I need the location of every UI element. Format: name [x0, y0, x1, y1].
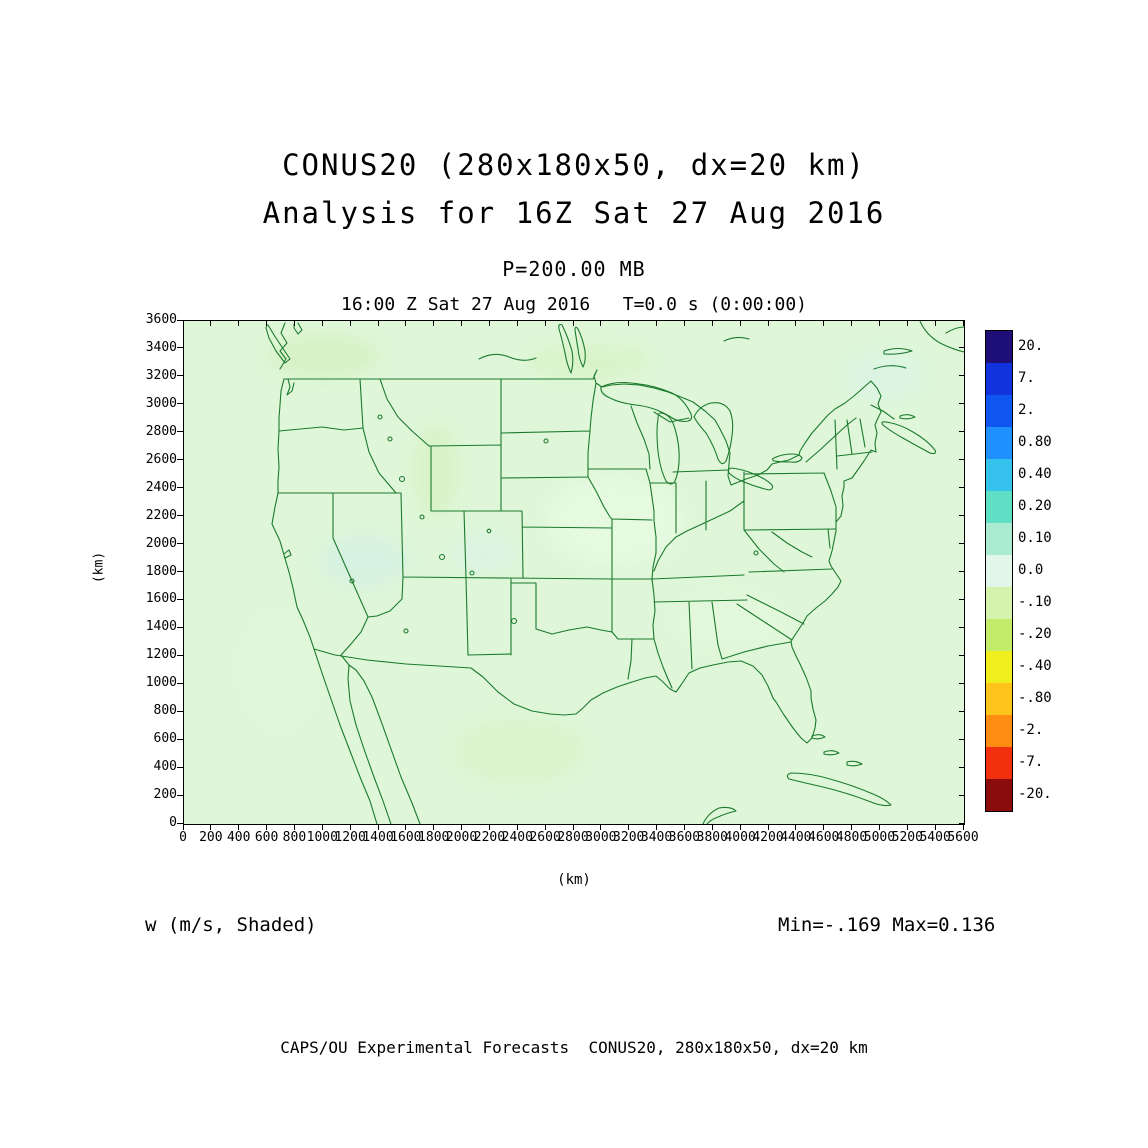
- x-tick-label: 600: [254, 830, 279, 845]
- x-tick-label: 400: [226, 830, 251, 845]
- colorbar-cell: [986, 459, 1012, 491]
- y-tick-label: 2000: [145, 535, 177, 551]
- colorbar-tick-label: -20.: [1018, 786, 1052, 802]
- x-tick-label: 2600: [529, 830, 561, 845]
- figure-title-line1: CONUS20 (280x180x50, dx=20 km): [282, 148, 866, 182]
- canada-mexico-islands-path: [265, 321, 964, 824]
- colorbar-cell: [986, 491, 1012, 523]
- y-tick-label: 0: [169, 815, 177, 830]
- colorbar-tick-label: -.80: [1018, 690, 1052, 706]
- x-tick-label: 1600: [390, 830, 422, 845]
- us-outline-path: [271, 369, 882, 744]
- y-tick-label: 2600: [145, 451, 177, 467]
- field-label: w (m/s, Shaded): [145, 914, 317, 936]
- x-tick-label: 2800: [557, 830, 589, 845]
- colorbar-cell: [986, 555, 1012, 587]
- x-tick-label: 5400: [919, 830, 951, 845]
- colorbar-cell: [986, 619, 1012, 651]
- y-tick-label: 1800: [145, 563, 177, 579]
- x-tick-label: 4800: [835, 830, 868, 845]
- x-tick-label: 5000: [863, 830, 896, 845]
- x-tick-label: 4400: [780, 830, 812, 845]
- colorbar-cell: [986, 395, 1012, 427]
- y-tick-label: 400: [153, 759, 177, 775]
- colorbar-tick-label: -.20: [1018, 626, 1052, 642]
- x-tick-label: 3400: [640, 830, 673, 845]
- colorbar-tick-label: 0.80: [1018, 434, 1052, 450]
- colorbar-cell: [986, 363, 1012, 395]
- conus-map-svg: [239, 321, 964, 824]
- y-tick-label: 1600: [145, 591, 177, 607]
- colorbar-tick-label: 0.20: [1018, 498, 1052, 514]
- x-tick-label: 4000: [724, 830, 756, 845]
- x-tick-label: 5600: [947, 830, 979, 845]
- colorbar-tick-label: 7.: [1018, 370, 1035, 386]
- x-tick-label: 2400: [501, 830, 533, 845]
- colorbar-cell: [986, 779, 1012, 811]
- y-tick-label: 3400: [145, 339, 177, 355]
- x-tick-label: 3200: [613, 830, 645, 845]
- colorbar-tick-label: -.40: [1018, 658, 1052, 674]
- valid-time-header: 16:00 Z Sat 27 Aug 2016 T=0.0 s (0:00:00…: [341, 294, 807, 315]
- y-tick-label: 600: [153, 731, 177, 747]
- y-tick-label: 200: [153, 787, 177, 803]
- y-tick-label: 3000: [145, 395, 177, 411]
- colorbar-tick-label: -2.: [1018, 722, 1044, 738]
- map-plot-area: [183, 320, 965, 825]
- y-tick-label: 1000: [145, 675, 177, 691]
- y-tick-label: 2800: [145, 423, 177, 439]
- colorbar-cell: [986, 331, 1012, 363]
- colorbar-tick-label: 0.40: [1018, 466, 1052, 482]
- figure-title-line2: Analysis for 16Z Sat 27 Aug 2016: [262, 196, 886, 230]
- y-tick-label: 800: [153, 703, 177, 719]
- x-tick-label: 4200: [752, 830, 784, 845]
- colorbar-tick-label: -.10: [1018, 594, 1052, 610]
- x-tick-label: 800: [282, 830, 307, 845]
- y-tick-label: 2400: [145, 479, 177, 495]
- x-tick-label: 1200: [334, 830, 366, 845]
- x-tick-label: 2000: [445, 830, 478, 845]
- terrain-contour-specks: [349, 414, 759, 634]
- x-tick-label: 200: [199, 830, 223, 845]
- pressure-level-label: P=200.00 MB: [502, 257, 646, 281]
- y-tick-label: 1400: [145, 619, 177, 635]
- colorbar-cell: [986, 715, 1012, 747]
- y-tick-label: 2200: [145, 507, 177, 523]
- colorbar-cell: [986, 587, 1012, 619]
- colorbar-tick-label: 0.10: [1018, 530, 1052, 546]
- x-tick-label: 3600: [668, 830, 701, 845]
- colorbar-cell: [986, 523, 1012, 555]
- footer-credit: CAPS/OU Experimental Forecasts CONUS20, …: [280, 1038, 868, 1057]
- minmax-stats: Min=-.169 Max=0.136: [778, 914, 996, 936]
- x-tick-label: 3800: [696, 830, 728, 845]
- x-tick-label: 1400: [362, 830, 394, 845]
- great-lakes-path: [600, 381, 803, 491]
- colorbar-tick-label: 0.0: [1018, 562, 1044, 578]
- y-tick-label: 1200: [145, 647, 177, 663]
- canada-contour-squiggles: [478, 336, 750, 361]
- y-tick-label: 3200: [145, 367, 177, 383]
- x-tick-label: 1000: [306, 830, 338, 845]
- y-axis-label: (km): [91, 551, 107, 584]
- x-tick-label: 1800: [418, 830, 450, 845]
- colorbar-cell: [986, 651, 1012, 683]
- x-tick-label: 4600: [808, 830, 840, 845]
- state-borders-path: [277, 378, 873, 689]
- colorbar-cell: [986, 427, 1012, 459]
- colorbar-cell: [986, 683, 1012, 715]
- x-axis-label: (km): [557, 872, 591, 888]
- colorbar-labels: 20. 7. 2. 0.80 0.40 0.20 0.10 0.0 -.10 -.20 -.40 -.…: [1018, 330, 1052, 810]
- x-tick-label: 2200: [473, 830, 506, 845]
- colorbar-cell: [986, 747, 1012, 779]
- x-tick-label: 5200: [891, 830, 923, 845]
- x-tick-label: 0: [179, 830, 187, 845]
- colorbar-tick-label: 20.: [1018, 338, 1044, 354]
- colorbar-tick-label: 2.: [1018, 402, 1035, 418]
- colorbar-tick-label: -7.: [1018, 754, 1044, 770]
- x-tick-label: 3000: [585, 830, 617, 845]
- map-boundary-lines: [265, 321, 964, 824]
- colorbar: [985, 330, 1013, 812]
- w-field-shading-patches: [239, 334, 926, 783]
